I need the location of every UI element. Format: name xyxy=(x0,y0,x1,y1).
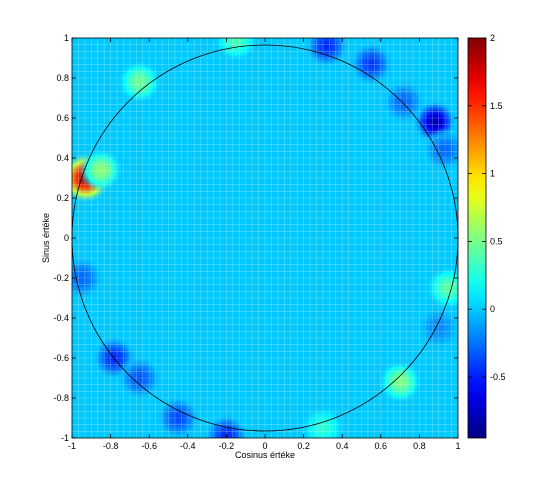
colorbar-tick-label: 1 xyxy=(490,169,495,179)
plot-area xyxy=(71,37,459,439)
heatmap-blob xyxy=(422,128,458,172)
x-tick-label: -0.2 xyxy=(219,441,235,451)
colorbar-ticks: -0.5 0 0.5 1 1.5 2 xyxy=(468,33,506,382)
y-axis-label: Sinus értéke xyxy=(41,213,51,263)
y-tick-label: 0.8 xyxy=(56,73,69,83)
colorbar: -0.5 0 0.5 1 1.5 2 xyxy=(467,33,506,439)
x-tick-label: -0.8 xyxy=(103,441,119,451)
heatmap-blob xyxy=(156,396,201,438)
colorbar-frame xyxy=(467,37,487,439)
colorbar-tick-label: -0.5 xyxy=(490,372,506,382)
y-tick-label: 0 xyxy=(64,233,69,243)
heatmap-blob xyxy=(214,38,259,62)
y-tick-label: 0.6 xyxy=(56,113,69,123)
x-tick-label: -0.6 xyxy=(141,441,157,451)
heatmap-blob xyxy=(381,80,426,124)
heatmap-blob xyxy=(416,306,458,350)
y-tick-label: -0.8 xyxy=(53,393,69,403)
heatmap-blob xyxy=(117,356,162,400)
y-tick-label: 0.2 xyxy=(56,193,69,203)
x-axis: -1 -0.8 -0.6 -0.4 -0.2 0 0.2 0.4 0.6 0.8 1 xyxy=(68,38,461,451)
heatmap-blob xyxy=(117,60,162,104)
x-axis-label: Cosinus értéke xyxy=(235,450,295,460)
x-tick-label: 1 xyxy=(455,441,460,451)
y-tick-label: 1 xyxy=(64,33,69,43)
heatmap-grid xyxy=(72,38,458,438)
colorbar-tick-label: 0.5 xyxy=(490,236,503,246)
colorbar-tick-label: 2 xyxy=(490,33,495,43)
heatmap-blob xyxy=(378,360,423,404)
heatmap-features xyxy=(72,38,458,438)
heatmap-blob xyxy=(72,256,104,300)
y-tick-label: -1 xyxy=(61,433,69,443)
x-tick-label: -1 xyxy=(68,441,76,451)
heatmap-blob xyxy=(349,42,394,86)
y-tick-label: -0.6 xyxy=(53,353,69,363)
colorbar-tick-label: 1.5 xyxy=(490,101,503,111)
colorbar-gradient xyxy=(468,38,486,438)
heatmap-blob xyxy=(304,38,349,68)
x-tick-label: 0.2 xyxy=(297,441,310,451)
x-tick-label: -0.4 xyxy=(180,441,196,451)
x-tick-label: 0.4 xyxy=(336,441,349,451)
heatmap-blob xyxy=(78,148,123,192)
x-tick-label: 0.6 xyxy=(375,441,388,451)
heatmap-blob xyxy=(426,266,458,310)
y-tick-label: -0.2 xyxy=(53,273,69,283)
y-tick-label: 0.4 xyxy=(56,153,69,163)
y-axis: -1 -0.8 -0.6 -0.4 -0.2 0 0.2 0.4 0.6 0.8 1 xyxy=(53,33,458,443)
colorbar-tick-label: 0 xyxy=(490,304,495,314)
heatmap-blob xyxy=(204,414,249,438)
x-tick-label: 0.8 xyxy=(413,441,426,451)
x-tick-label: 0 xyxy=(262,441,267,451)
y-tick-label: -0.4 xyxy=(53,313,69,323)
